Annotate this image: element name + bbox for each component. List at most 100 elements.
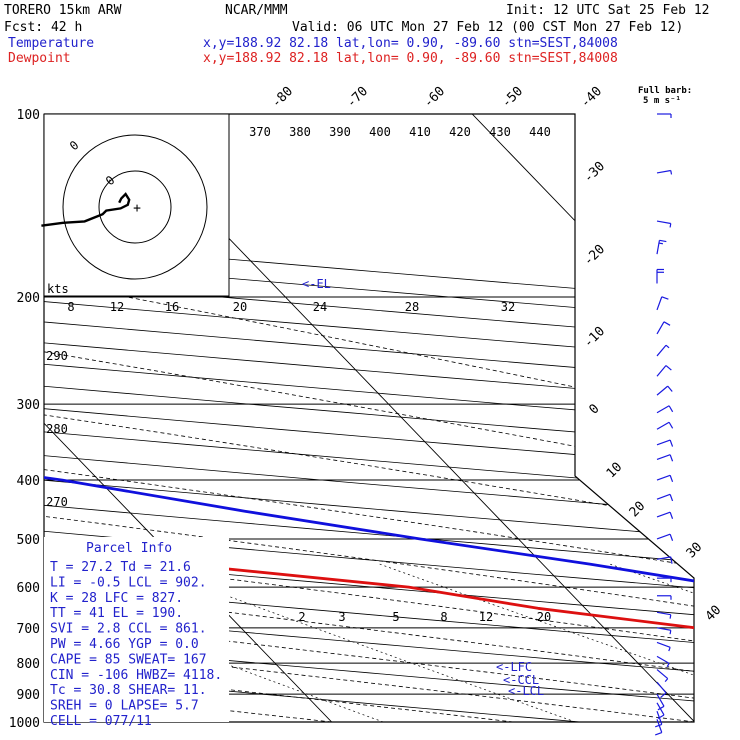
lfc-marker: <-LFC [496, 660, 532, 674]
barb-legend-line1: Full barb: [638, 86, 692, 96]
temperature-profile [44, 114, 694, 722]
temperature-legend: Temperature [8, 36, 94, 51]
pressure-tick-label: 300 [17, 398, 40, 413]
parcel-info-row: SREH = 0 LAPSE= 5.7 [50, 699, 199, 714]
temperature-tick-label: -10 [581, 324, 608, 351]
mixing-ratio-line [379, 563, 694, 722]
wind-barb [656, 321, 671, 335]
wind-barb [656, 344, 670, 357]
parcel-info-row: CIN = -106 HWBZ= 4118. [50, 668, 222, 683]
hodograph-trace [41, 192, 131, 227]
parcel-info-row: K = 28 LFC = 827. [50, 591, 183, 606]
temperature-tick-label: 10 [604, 460, 626, 482]
wind-barb [657, 113, 672, 118]
wind-barb [656, 493, 674, 502]
mixing-ratio-label-top: 32 [501, 300, 515, 314]
lcl-marker: <-LCL [508, 684, 544, 698]
parcel-info-row: TT = 41 EL = 190. [50, 606, 183, 621]
mixing-ratio-label-bottom: 5 [392, 610, 399, 624]
location-line-dew: x,y=188.92 82.18 lat,lon= 0.90, -89.60 s… [203, 51, 618, 66]
wind-barb [656, 239, 667, 255]
wind-barb [656, 474, 674, 483]
temperature-tick-label: -30 [581, 159, 608, 186]
mixing-ratio-label-top: 28 [405, 300, 419, 314]
temperature-tick-label: -60 [421, 84, 448, 111]
dry-adiabat-line [44, 114, 694, 722]
moist-adiabat-line [44, 268, 694, 722]
pressure-tick-label: 1000 [9, 716, 40, 731]
parcel-info-row: T = 27.2 Td = 21.6 [50, 560, 191, 575]
pressure-tick-label: 200 [17, 291, 40, 306]
hodograph-ring [62, 134, 208, 280]
wind-barb [656, 421, 674, 430]
wind-barb [656, 220, 672, 228]
parcel-info-title: Parcel Info [86, 541, 172, 556]
wind-barb [657, 577, 672, 583]
grid-labels: 370 380 390 400 410 420 430 440 8 12 16 20 24 28 32 2 3 5… [46, 125, 551, 624]
theta-label: 410 [409, 125, 431, 139]
wind-barbs [655, 113, 674, 736]
valid-time-label: Valid: 06 UTC Mon 27 Feb 12 (00 CST Mon … [292, 20, 683, 35]
isotherm-line [471, 114, 694, 722]
mixing-ratio-label-top: 16 [165, 300, 179, 314]
parcel-info-row: CELL = 077/11 [50, 714, 152, 729]
wind-barb [656, 669, 669, 683]
dry-adiabat-line [44, 114, 694, 722]
mixing-ratio-line [609, 563, 694, 722]
temperature-tick-label: 20 [627, 499, 649, 521]
hodograph: 00+kts [41, 113, 230, 297]
wind-barb [656, 681, 667, 698]
wind-barb [656, 611, 672, 619]
mixing-ratio-label-bottom: 8 [440, 610, 447, 624]
forecast-hour-label: Fcst: 42 h [4, 20, 82, 35]
wind-barb [656, 511, 674, 519]
temperature-tick-label: -20 [581, 242, 608, 269]
theta-label: 430 [489, 125, 511, 139]
wind-barb [655, 719, 663, 736]
wind-barb [656, 693, 665, 711]
pressure-tick-label: 900 [17, 688, 40, 703]
parcel-info-row: CAPE = 85 SWEAT= 167 [50, 652, 207, 667]
mixing-ratio-label-bottom: 20 [537, 610, 551, 624]
theta-label: 400 [369, 125, 391, 139]
temperature-tick-label: 40 [703, 603, 725, 625]
dry-adiabat-line [44, 114, 694, 722]
wind-barb [657, 595, 672, 600]
wind-barb [656, 439, 674, 447]
temperature-tick-label: 0 [586, 401, 602, 417]
parcel-info-row: LI = -0.5 LCL = 902. [50, 575, 207, 590]
dry-adiabat-label: 290 [46, 349, 68, 363]
init-label: Init: 12 UTC Sat 25 Feb 12 [506, 3, 710, 18]
pressure-tick-label: 600 [17, 581, 40, 596]
wind-barb [655, 711, 663, 728]
hodograph-center-plus: + [133, 201, 141, 216]
wind-barb [656, 365, 672, 377]
dry-adiabat-label: 280 [46, 422, 68, 436]
profiles [44, 114, 694, 722]
wind-barb [656, 296, 669, 311]
dewpoint-legend: Dewpoint [8, 51, 71, 66]
el-marker: <-EL [302, 277, 331, 291]
dry-adiabat-label: 270 [46, 495, 68, 509]
wind-barb [656, 627, 672, 635]
barb-legend-line2: 5 m s⁻¹ [643, 96, 681, 106]
wind-barb [656, 385, 673, 396]
dry-adiabat-line [44, 114, 694, 722]
temperature-tick-label: 30 [684, 540, 706, 562]
hodograph-kts-label: kts [47, 282, 69, 296]
temperature-tick-label: -40 [578, 84, 605, 111]
parcel-info-row: SVI = 2.8 CCL = 861. [50, 622, 207, 637]
moist-adiabat-line [44, 268, 694, 722]
wind-barb [656, 556, 673, 564]
theta-label: 420 [449, 125, 471, 139]
mixing-ratio-label-top: 8 [67, 300, 74, 314]
theta-label: 370 [249, 125, 271, 139]
isotherm-line [44, 114, 333, 722]
wind-barb [656, 268, 664, 284]
theta-label: 390 [329, 125, 351, 139]
parcel-info-row: PW = 4.66 YGP = 0.0 [50, 637, 199, 652]
mixing-ratio-label-top: 12 [110, 300, 124, 314]
temperature-tick-label: -50 [499, 84, 526, 111]
theta-label: 440 [529, 125, 551, 139]
wind-barb [656, 454, 674, 462]
